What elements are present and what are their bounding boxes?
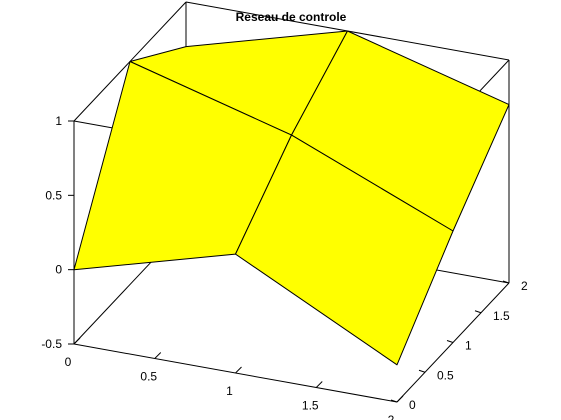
surface-mesh bbox=[73, 30, 510, 366]
x-tick-label: 1.5 bbox=[302, 399, 319, 413]
x-tick bbox=[396, 395, 404, 403]
y-tick-label: 0.5 bbox=[437, 368, 454, 382]
x-tick bbox=[73, 337, 81, 345]
y-tick-label: 1 bbox=[465, 339, 472, 353]
chart-title: Reseau de controle bbox=[236, 10, 347, 24]
axis-ticks bbox=[68, 120, 510, 403]
y-tick-label: 1.5 bbox=[493, 309, 510, 323]
x-tick-label: 1 bbox=[226, 384, 233, 398]
x-tick bbox=[154, 352, 162, 359]
y-tick bbox=[418, 369, 426, 373]
z-tick-label: 0.5 bbox=[45, 188, 62, 202]
z-tick-label: -0.5 bbox=[41, 337, 62, 351]
y-tick bbox=[502, 280, 510, 284]
y-tick bbox=[474, 310, 482, 314]
y-tick bbox=[390, 399, 398, 403]
x-tick-label: 2 bbox=[388, 413, 395, 420]
z-tick-label: 0 bbox=[55, 263, 62, 277]
x-tick-label: 0 bbox=[65, 355, 72, 369]
y-tick-label: 0 bbox=[409, 398, 416, 412]
x-tick bbox=[315, 381, 323, 388]
x-tick-label: 0.5 bbox=[140, 370, 157, 384]
axes-box-front bbox=[73, 282, 510, 403]
surface-facet bbox=[235, 134, 454, 366]
x-tick bbox=[235, 366, 242, 374]
z-tick-label: 1 bbox=[55, 114, 62, 128]
y-tick bbox=[446, 340, 454, 343]
y-tick-label: 2 bbox=[521, 279, 528, 293]
